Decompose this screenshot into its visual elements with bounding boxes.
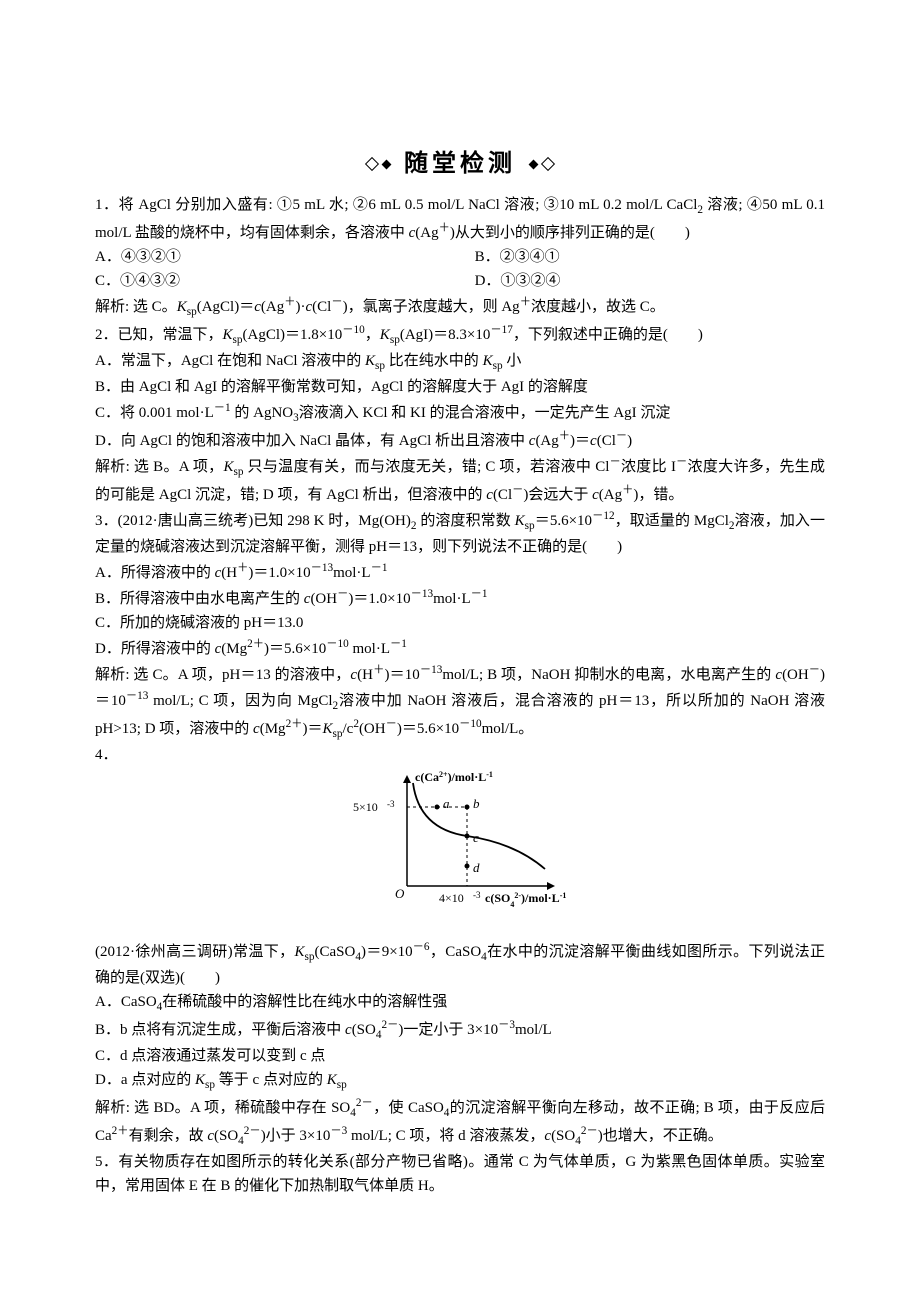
- svg-text:4×10: 4×10: [439, 891, 464, 905]
- q3-text: 3．(2012·唐山高三统考)已知 298 K 时，Mg(OH)2 的溶度积常数…: [95, 507, 825, 559]
- diamond-icon: [529, 159, 539, 169]
- q4-optD: D．a 点对应的 Ksp 等于 c 点对应的 Ksp: [95, 1068, 825, 1094]
- q1-options-row1: A．④③②① B．②③④①: [95, 245, 825, 269]
- svg-text:c(Ca2+)/mol·L-1: c(Ca2+)/mol·L-1: [415, 771, 493, 784]
- diamond-icon: [382, 159, 392, 169]
- q3-optD: D．所得溶液中的 c(Mg2＋)＝5.6×10－10 mol·L－1: [95, 635, 825, 661]
- svg-text:c: c: [473, 830, 479, 845]
- q3-optB: B．所得溶液中由水电离产生的 c(OH－)＝1.0×10－13mol·L－1: [95, 585, 825, 611]
- header-decoration: 随堂检测: [367, 145, 553, 183]
- q1-optB: B．②③④①: [475, 245, 825, 269]
- svg-text:-3: -3: [473, 890, 481, 900]
- q4-optB: B．b 点将有沉淀生成，平衡后溶液中 c(SO42－)一定小于 3×10－3mo…: [95, 1016, 825, 1044]
- page-title: 随堂检测: [404, 145, 516, 183]
- q3-optC: C．所加的烧碱溶液的 pH＝13.0: [95, 611, 825, 635]
- q1-optC: C．①④③②: [95, 269, 475, 293]
- q1-text: 1．将 AgCl 分别加入盛有: ①5 mL 水; ②6 mL 0.5 mol/…: [95, 193, 825, 245]
- q4-chart: a b cd 5×10 -3 4×10 -3 Oc(Ca2+)/mol·L-1 c(SO42-)…: [95, 771, 825, 934]
- q2-optB: B．由 AgCl 和 AgI 的溶解平衡常数可知，AgCl 的溶解度大于 AgI…: [95, 375, 825, 399]
- svg-text:-3: -3: [387, 799, 395, 809]
- header: 随堂检测: [95, 145, 825, 183]
- q3-optA: A．所得溶液中的 c(H＋)＝1.0×10－13mol·L－1: [95, 559, 825, 585]
- q1-optA: A．④③②①: [95, 245, 475, 269]
- svg-text:5×10: 5×10: [353, 800, 378, 814]
- svg-text:d: d: [473, 860, 480, 875]
- diamond-icon: [541, 157, 555, 171]
- q2-optD: D．向 AgCl 的饱和溶液中加入 NaCl 晶体，有 AgCl 析出且溶液中 …: [95, 427, 825, 453]
- q4-analysis: 解析: 选 BD。A 项，稀硫酸中存在 SO42－，使 CaSO4的沉淀溶解平衡…: [95, 1094, 825, 1150]
- q4-optC: C．d 点溶液通过蒸发可以变到 c 点: [95, 1044, 825, 1068]
- svg-text:b: b: [473, 796, 480, 811]
- q1-optD: D．①③②④: [475, 269, 825, 293]
- svg-text:c(SO42-)/mol·L-1: c(SO42-)/mol·L-1: [485, 891, 566, 909]
- q3-analysis: 解析: 选 C。A 项，pH＝13 的溶液中，c(H＋)＝10－13mol/L;…: [95, 661, 825, 743]
- q2-optA: A．常温下，AgCl 在饱和 NaCl 溶液中的 Ksp 比在纯水中的 Ksp …: [95, 349, 825, 375]
- diamond-icon: [365, 157, 379, 171]
- q4-optA: A．CaSO4在稀硫酸中的溶解性比在纯水中的溶解性强: [95, 990, 825, 1016]
- q4-text: (2012·徐州高三调研)常温下，Ksp(CaSO4)＝9×10－6，CaSO4…: [95, 938, 825, 990]
- q1-options-row2: C．①④③② D．①③②④: [95, 269, 825, 293]
- svg-text:O: O: [395, 886, 405, 901]
- solubility-curve-chart: a b cd 5×10 -3 4×10 -3 Oc(Ca2+)/mol·L-1 c(SO42-)…: [345, 771, 575, 926]
- svg-text:a: a: [443, 796, 450, 811]
- q2-text: 2．已知，常温下，Ksp(AgCl)＝1.8×10－10，Ksp(AgI)＝8.…: [95, 321, 825, 349]
- q5-text: 5．有关物质存在如图所示的转化关系(部分产物已省略)。通常 C 为气体单质，G …: [95, 1150, 825, 1198]
- q1-analysis: 解析: 选 C。Ksp(AgCl)＝c(Ag＋)·c(Cl－)，氯离子浓度越大，…: [95, 293, 825, 321]
- q4-num: 4．: [95, 743, 825, 767]
- q2-analysis: 解析: 选 B。A 项，Ksp 只与温度有关，而与浓度无关，错; C 项，若溶液…: [95, 453, 825, 507]
- q2-optC: C．将 0.001 mol·L－1 的 AgNO3溶液滴入 KCl 和 KI 的…: [95, 399, 825, 427]
